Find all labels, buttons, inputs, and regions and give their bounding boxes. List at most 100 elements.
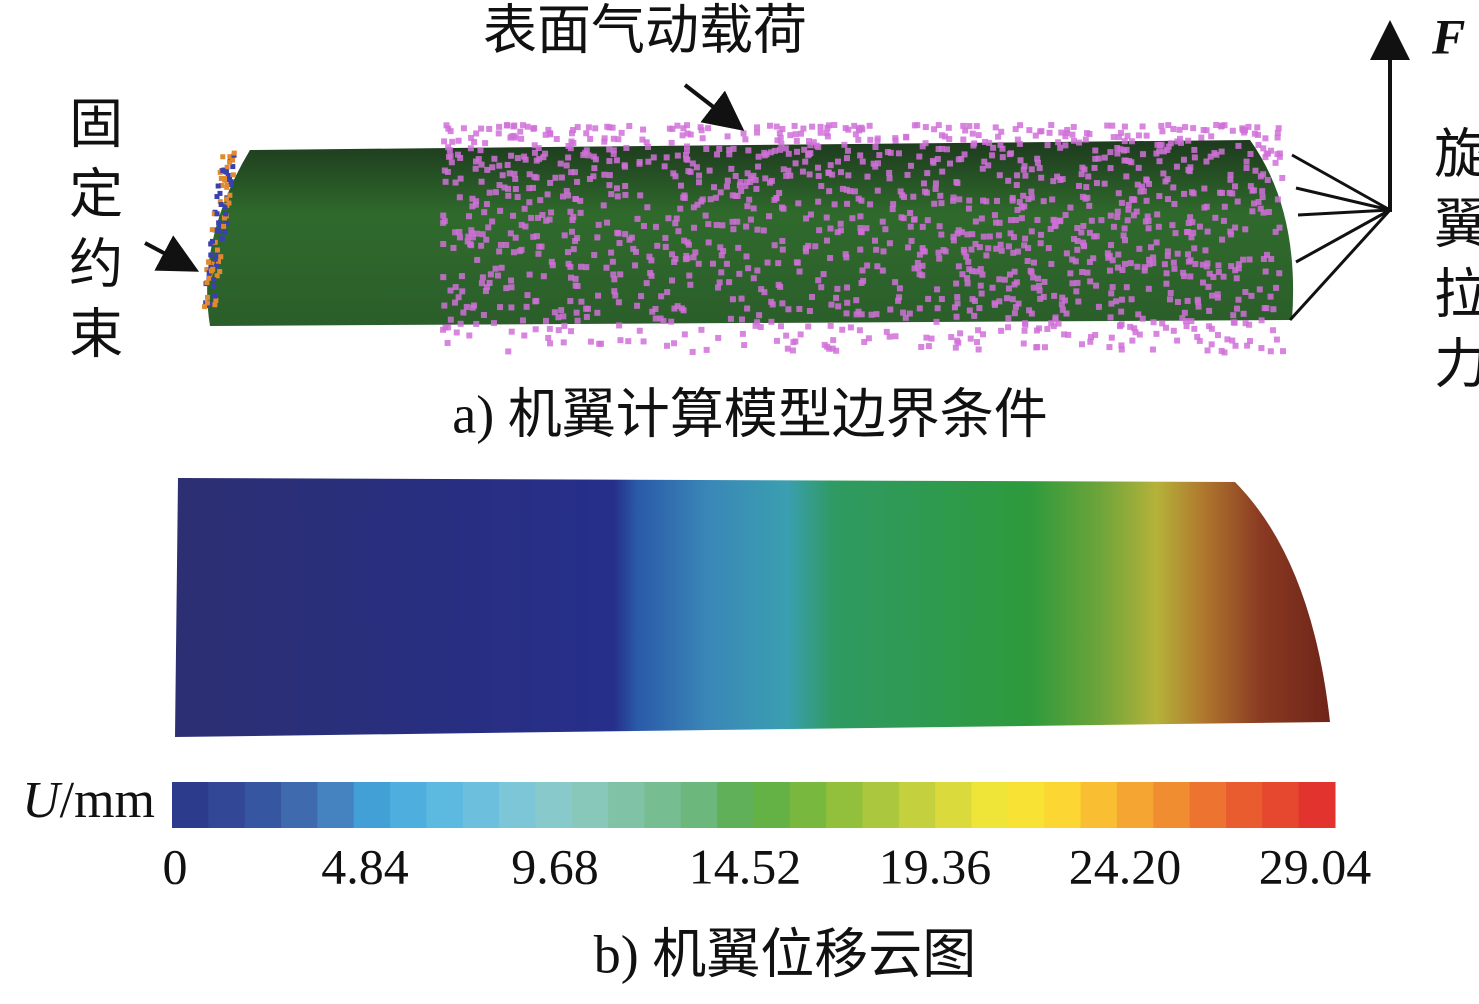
load-point [1076,139,1083,146]
load-point [900,215,907,222]
load-point [466,213,473,220]
load-point [1161,261,1168,268]
load-point [1274,196,1281,203]
load-point [1114,213,1121,220]
load-point [1143,197,1150,204]
load-point [548,209,555,216]
load-point [1036,282,1043,289]
load-point [1048,260,1055,267]
load-point [942,248,949,255]
load-point [768,318,775,325]
load-point [1208,341,1215,348]
load-point [1192,261,1199,268]
load-point [907,209,914,216]
load-point [1276,224,1283,231]
load-point [1058,129,1065,136]
load-point [935,122,942,129]
load-point [1106,267,1113,274]
load-point [1229,127,1236,134]
load-point [1107,314,1114,321]
load-point [1191,325,1198,332]
load-point [1275,125,1282,132]
constraint-point [227,176,233,182]
load-point [1093,282,1100,289]
load-point [863,225,870,232]
load-point [1093,180,1100,187]
load-point [740,130,747,137]
load-point [1164,248,1171,255]
load-point [744,170,751,177]
load-point [1121,157,1128,164]
load-point [953,179,960,186]
constraint-point [214,263,220,269]
load-point [1092,155,1099,162]
constraint-point [205,294,211,300]
load-point [536,155,543,162]
pull-lines [1288,153,1392,322]
load-point [1213,122,1220,129]
load-point [737,179,744,186]
load-point [471,139,478,146]
load-point [1199,279,1206,286]
load-point [928,335,935,342]
constraint-point [221,223,227,229]
constraint-point [223,169,229,175]
load-point [586,176,593,183]
constraint-point [202,304,208,310]
load-point [604,219,611,226]
load-point [829,345,836,352]
load-point [739,316,746,323]
load-point [1279,174,1286,181]
load-point [1195,303,1202,310]
load-points [440,122,1286,356]
load-point [818,183,825,190]
load-point [452,179,459,186]
load-point [1044,325,1051,332]
load-point [924,170,931,177]
load-point [643,280,650,287]
load-point [675,228,682,235]
load-point [1189,219,1196,226]
load-point [577,197,584,204]
load-point [1128,296,1135,303]
load-point [1128,159,1135,166]
load-point [1063,310,1070,317]
load-point [690,204,697,211]
constraint-point [211,211,217,217]
constraint-point [212,293,218,299]
load-point [568,169,575,176]
load-point [503,285,510,292]
colorbar-segment [353,782,391,828]
load-point [896,294,903,301]
load-point [741,342,748,349]
load-point [1092,147,1099,154]
load-point [583,130,590,137]
load-point [660,317,667,324]
load-point [756,312,763,319]
load-point [874,187,881,194]
load-point [1005,243,1012,250]
load-point [960,136,967,143]
constraint-point [228,182,234,188]
load-point [872,144,879,151]
load-point [1149,346,1156,353]
load-point [1034,155,1041,162]
load-point [1186,168,1193,175]
load-point [1206,270,1213,277]
constraint-point [227,154,233,160]
load-point [1202,247,1209,254]
tick-label: 24.20 [1069,838,1182,894]
load-point [1221,122,1228,129]
load-point [1016,199,1023,206]
load-point [1135,311,1142,318]
load-point [544,191,551,198]
load-point [1011,281,1018,288]
load-point [1119,267,1126,274]
load-point [947,160,954,167]
constraint-point [214,211,220,217]
load-point [976,305,983,312]
load-point [905,244,912,251]
load-point [469,234,476,241]
load-point [594,234,601,241]
load-point [1050,323,1057,330]
